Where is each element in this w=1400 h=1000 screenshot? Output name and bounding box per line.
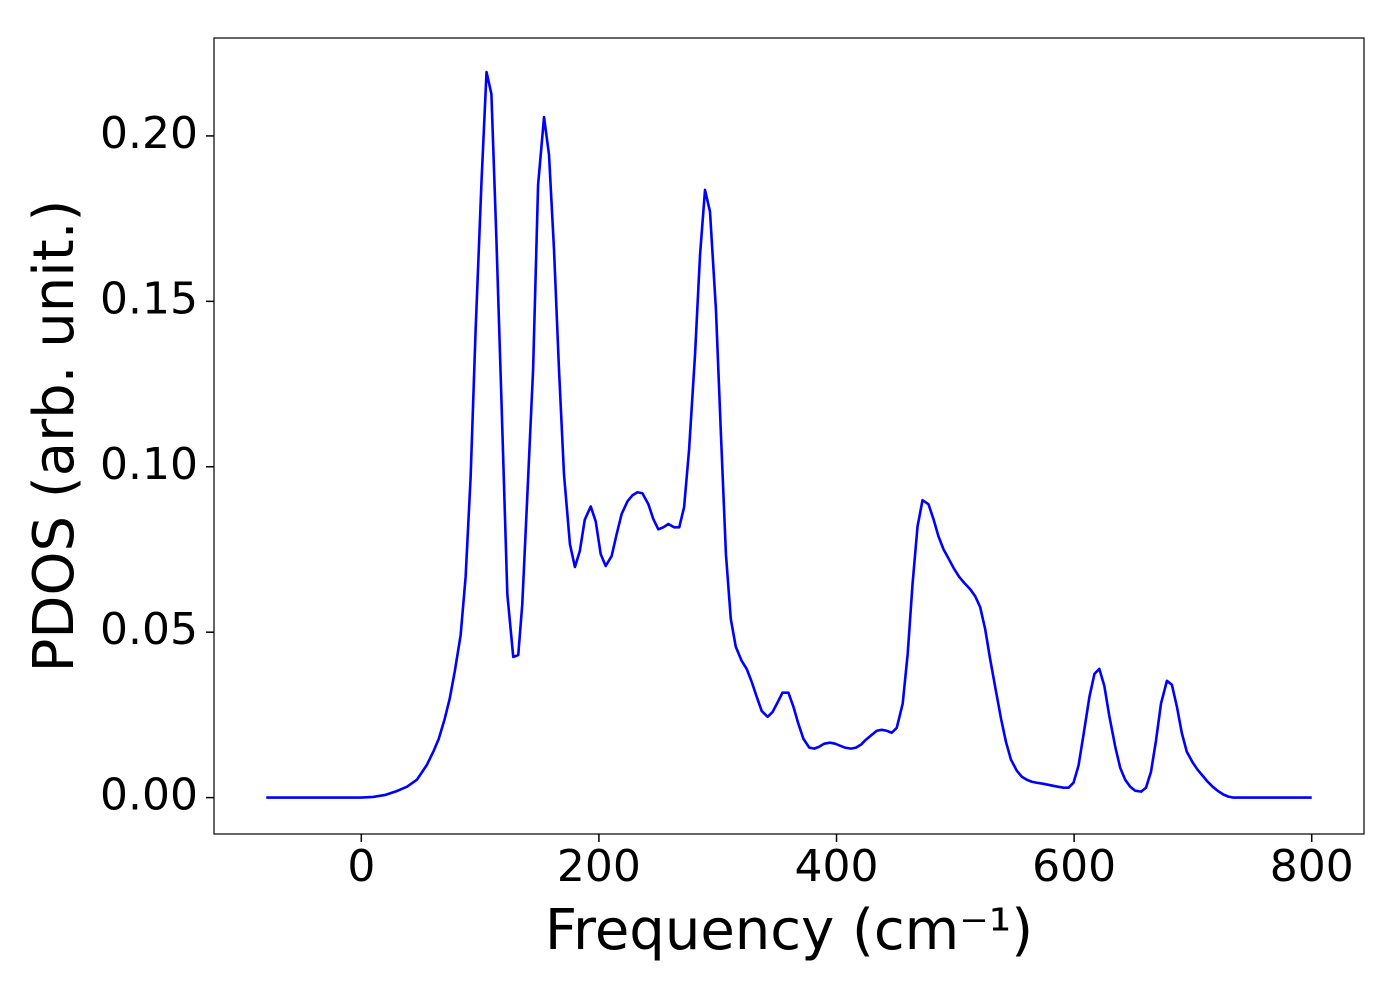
y-tick-label: 0.15 (100, 273, 198, 324)
x-tick-label: 600 (1032, 841, 1116, 892)
data-line (266, 70, 1312, 799)
x-axis-label: Frequency (cm⁻¹) (545, 898, 1033, 963)
x-tick-label: 0 (347, 841, 375, 892)
plot-frame (213, 37, 1365, 835)
y-tick-label: 0.00 (100, 770, 198, 821)
y-tick-label: 0.05 (100, 604, 198, 655)
y-tick-label: 0.10 (100, 439, 198, 490)
y-axis-label: PDOS (arb. unit.) (22, 200, 87, 673)
y-tick-label: 0.20 (100, 108, 198, 159)
x-tick-label: 800 (1270, 841, 1354, 892)
x-tick-label: 400 (795, 841, 879, 892)
x-tick-label: 200 (557, 841, 641, 892)
